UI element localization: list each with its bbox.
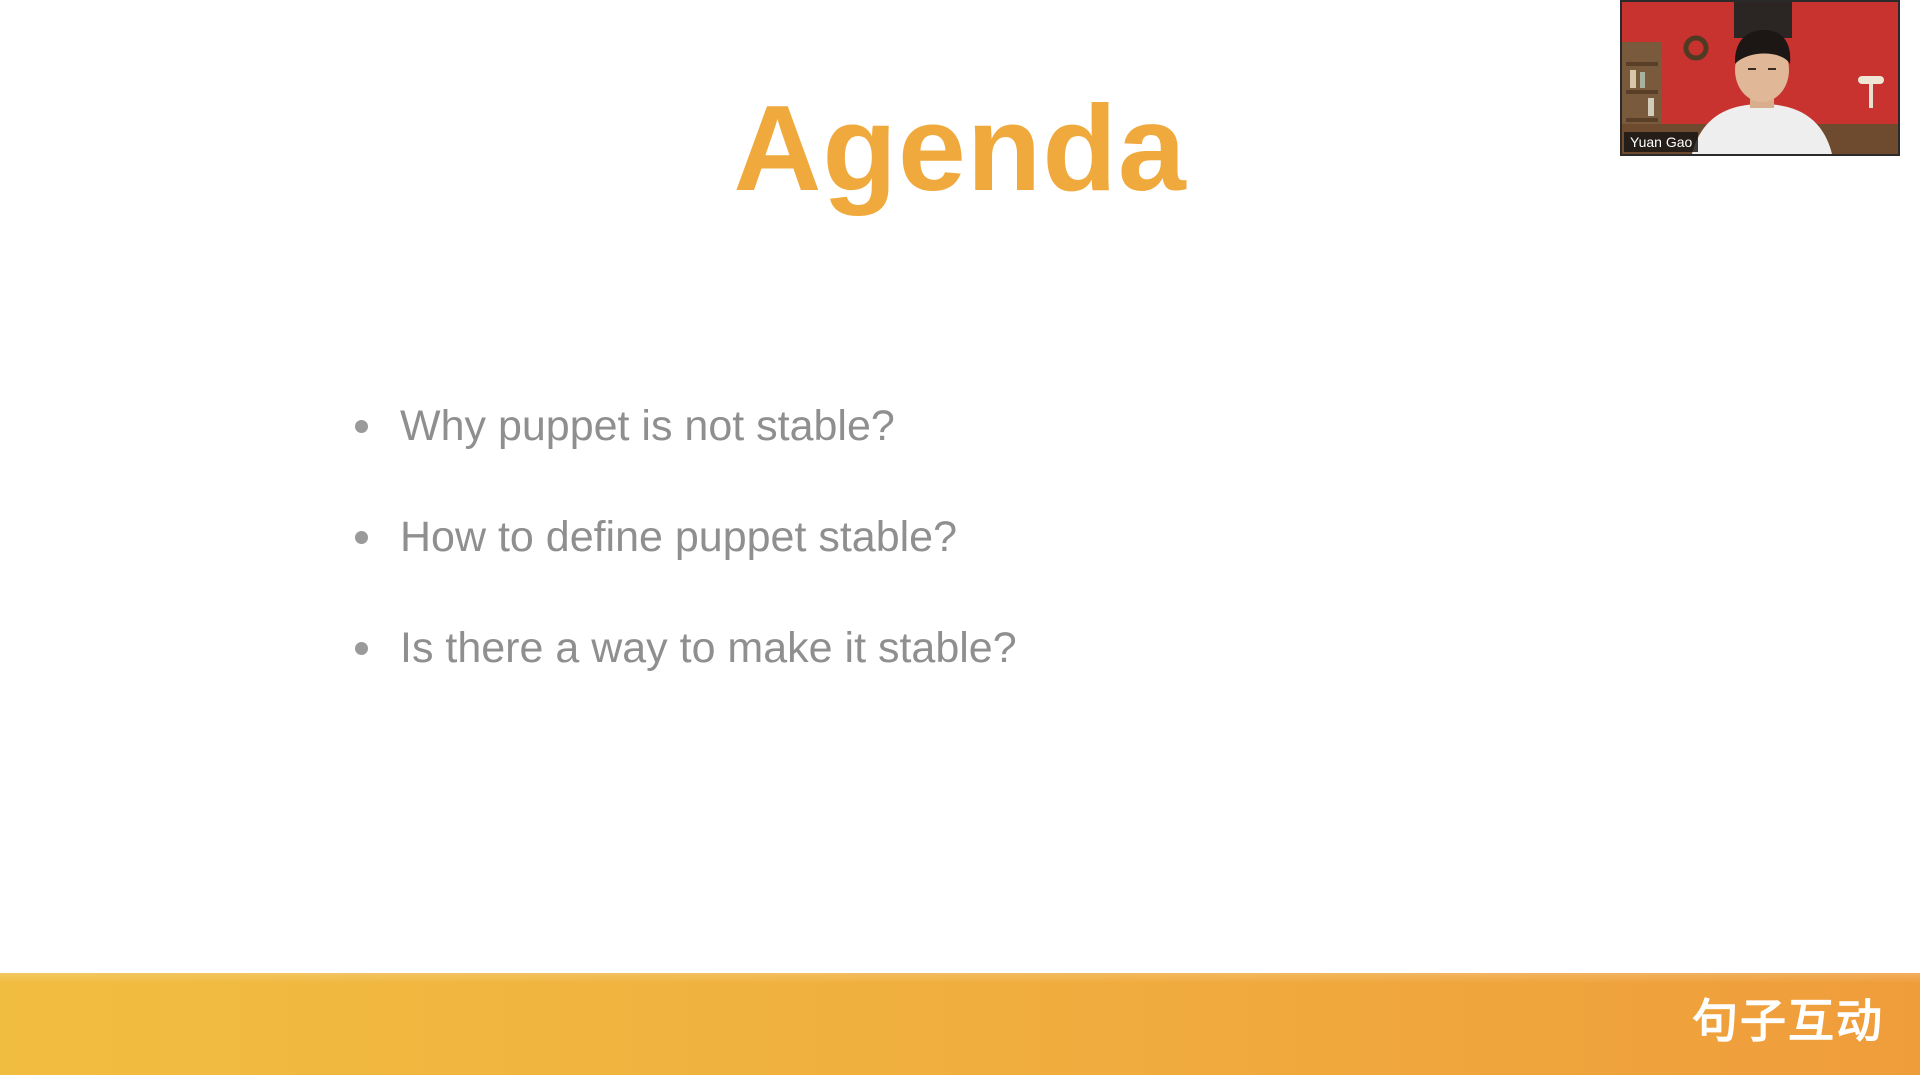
agenda-item-text: Why puppet is not stable? [400, 401, 895, 450]
slide-title: Agenda [733, 80, 1187, 216]
agenda-item: Why puppet is not stable? [350, 370, 1017, 481]
agenda-item: How to define puppet stable? [350, 481, 1017, 592]
video-feed-image [1622, 2, 1898, 154]
agenda-item-text: How to define puppet stable? [400, 512, 958, 561]
agenda-item: Is there a way to make it stable? [350, 592, 1017, 703]
agenda-item-text: Is there a way to make it stable? [400, 623, 1017, 672]
bullet-icon [355, 641, 368, 655]
participant-name-label: Yuan Gao [1624, 132, 1699, 152]
bullet-icon [355, 419, 368, 433]
participant-video-tile[interactable]: Yuan Gao [1620, 0, 1900, 156]
agenda-list: Why puppet is not stable? How to define … [350, 370, 1017, 703]
brand-logo-text: 句子互动 [1692, 994, 1884, 1048]
bullet-icon [355, 530, 368, 544]
footer-band: 句子互动 [0, 973, 1920, 1075]
